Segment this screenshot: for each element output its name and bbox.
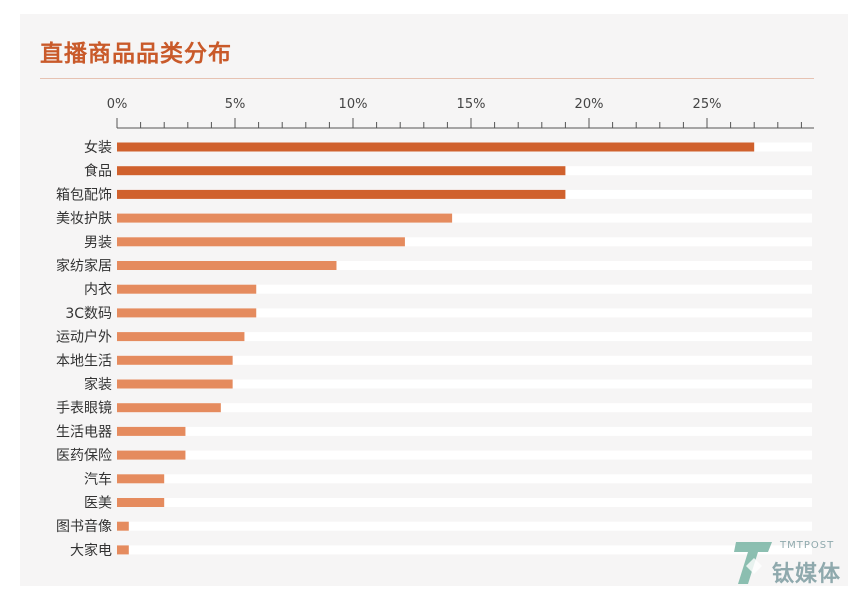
category-label: 医美 [84,496,112,512]
bar-track [117,237,812,247]
bar-track [117,450,812,460]
category-label: 内衣 [84,282,112,298]
bar-track [117,545,812,555]
tmtpost-logo-icon [734,542,772,584]
category-label: 汽车 [84,471,112,488]
category-label: 箱包配饰 [56,187,112,203]
category-label: 运动户外 [56,329,112,346]
bar-track [117,474,812,484]
x-tick-label: 5% [225,97,246,112]
bar [117,284,257,294]
category-label: 美妆护肤 [56,211,112,227]
category-label: 本地生活 [56,353,112,369]
watermark-top-text: TMTPOST [780,540,835,551]
title-divider [40,78,814,79]
watermark-logo: TMTPOST 钛媒体 [732,536,850,592]
bar-track [117,213,812,223]
bar [117,332,245,342]
bar-track [117,284,812,294]
bar [117,237,405,247]
category-label: 医药保险 [56,448,112,464]
bar [117,403,221,413]
watermark-text: 钛媒体 [772,562,842,587]
bar-track [117,498,812,507]
bar-track [117,308,812,318]
category-label: 男装 [84,235,112,251]
bar [117,355,233,365]
category-label: 女装 [84,139,112,156]
bar [117,474,165,484]
category-label: 图书音像 [56,518,112,535]
x-tick-label: 0% [107,97,128,112]
chart-card [20,14,848,586]
x-tick-label: 20% [575,97,604,112]
bar [117,521,129,531]
bar-track [117,403,812,413]
bar [117,213,453,223]
category-label: 家纺家居 [56,258,112,275]
category-label: 家装 [84,376,112,393]
bar-track [117,261,812,270]
bar [117,142,755,152]
category-label: 食品 [84,163,112,180]
category-label: 3C数码 [65,306,112,322]
bar [117,308,257,318]
bar [117,498,165,507]
x-tick-label: 15% [457,97,486,112]
bar [117,189,566,199]
bar-track [117,521,812,531]
chart-title: 直播商品品类分布 [40,41,232,67]
category-label: 生活电器 [56,424,112,440]
bar-track [117,426,812,436]
bar [117,450,186,460]
category-label: 大家电 [70,542,112,559]
bar [117,545,129,555]
bar [117,426,186,436]
x-tick-label: 10% [339,97,368,112]
category-label: 手表眼镜 [56,401,112,417]
bar-track [117,332,812,342]
bar [117,261,337,270]
bar [117,166,566,176]
bar-track [117,355,812,365]
bar [117,379,233,389]
bar-track [117,379,812,389]
x-tick-label: 25% [693,97,722,112]
